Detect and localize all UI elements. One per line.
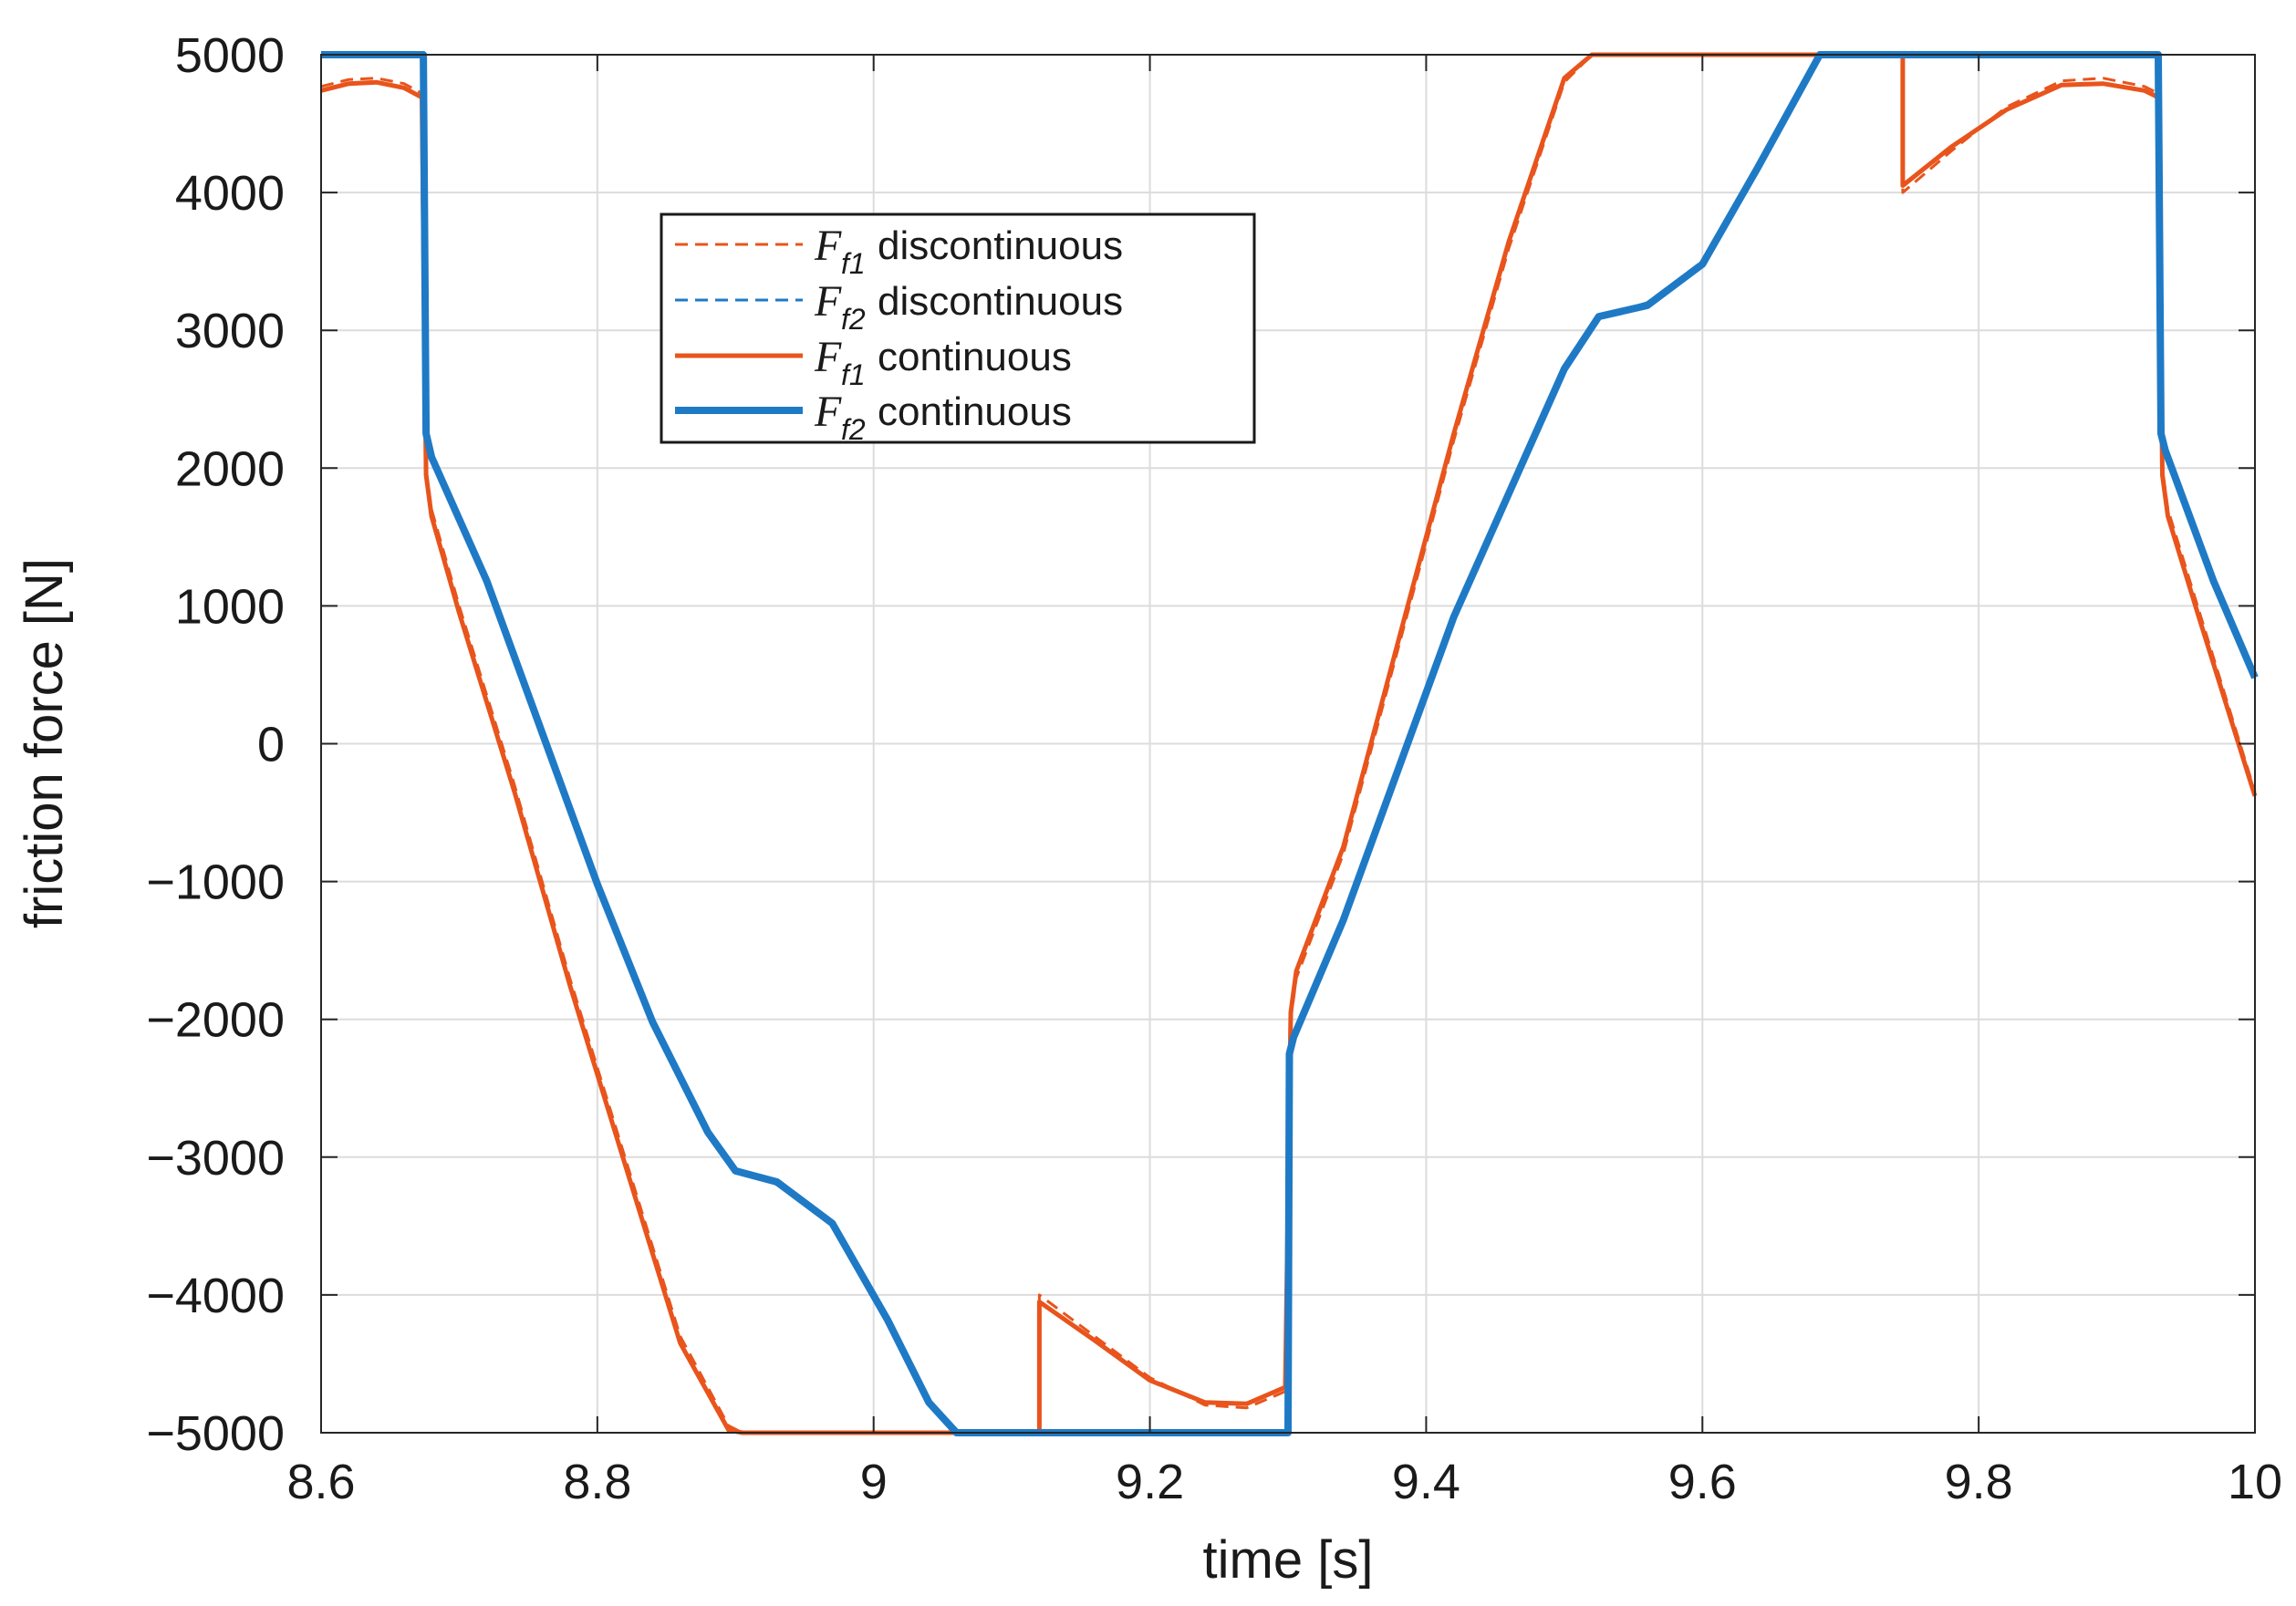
legend-symbol: F	[814, 333, 842, 381]
x-tick-label: 9.4	[1392, 1455, 1460, 1509]
series-line-f2-continuous	[321, 51, 2259, 1436]
y-tick-label: 5000	[175, 28, 285, 83]
x-tick-label: 8.6	[286, 1455, 355, 1509]
legend-subscript: f1	[841, 247, 866, 280]
legend-label: continuous	[878, 389, 1072, 434]
y-tick-label: −4000	[146, 1269, 285, 1323]
legend-symbol: F	[814, 277, 842, 326]
x-tick-labels: 8.6 8.8 9 9.2 9.4 9.6 9.8 10	[286, 1455, 2282, 1509]
x-tick-label: 9.8	[1945, 1455, 2013, 1509]
y-tick-label: −5000	[146, 1406, 285, 1461]
legend-symbol: F	[814, 388, 842, 436]
x-tick-label: 10	[2228, 1455, 2282, 1509]
legend-box	[660, 212, 1256, 444]
x-axis-label: time [s]	[1203, 1530, 1374, 1590]
legend-symbol: F	[814, 222, 842, 270]
y-axis-label: friction force [N]	[15, 558, 74, 928]
series-layer	[320, 51, 2259, 1436]
y-tick-label: 3000	[175, 304, 285, 358]
y-tick-label: 0	[257, 718, 285, 772]
y-tick-label: 2000	[175, 441, 285, 496]
x-tick-label: 9.6	[1668, 1455, 1737, 1509]
y-tick-label: 1000	[175, 579, 285, 634]
y-tick-label: −3000	[146, 1131, 285, 1186]
legend-subscript: f2	[841, 413, 866, 446]
y-tick-labels: 5000 4000 3000 2000 1000 0 −1000 −2000 −3000 −400…	[146, 28, 285, 1461]
y-tick-label: −1000	[146, 855, 285, 910]
y-tick-label: 4000	[175, 166, 285, 221]
legend-label: discontinuous	[878, 223, 1123, 268]
legend-subscript: f2	[841, 303, 866, 336]
x-tick-label: 8.8	[563, 1455, 631, 1509]
x-tick-label: 9	[860, 1455, 888, 1509]
x-tick-label: 9.2	[1116, 1455, 1184, 1509]
legend-subscript: f1	[841, 358, 866, 391]
ticks	[320, 54, 2256, 1434]
y-tick-label: −2000	[146, 993, 285, 1048]
legend-label: discontinuous	[878, 279, 1123, 324]
legend-label: continuous	[878, 335, 1072, 379]
